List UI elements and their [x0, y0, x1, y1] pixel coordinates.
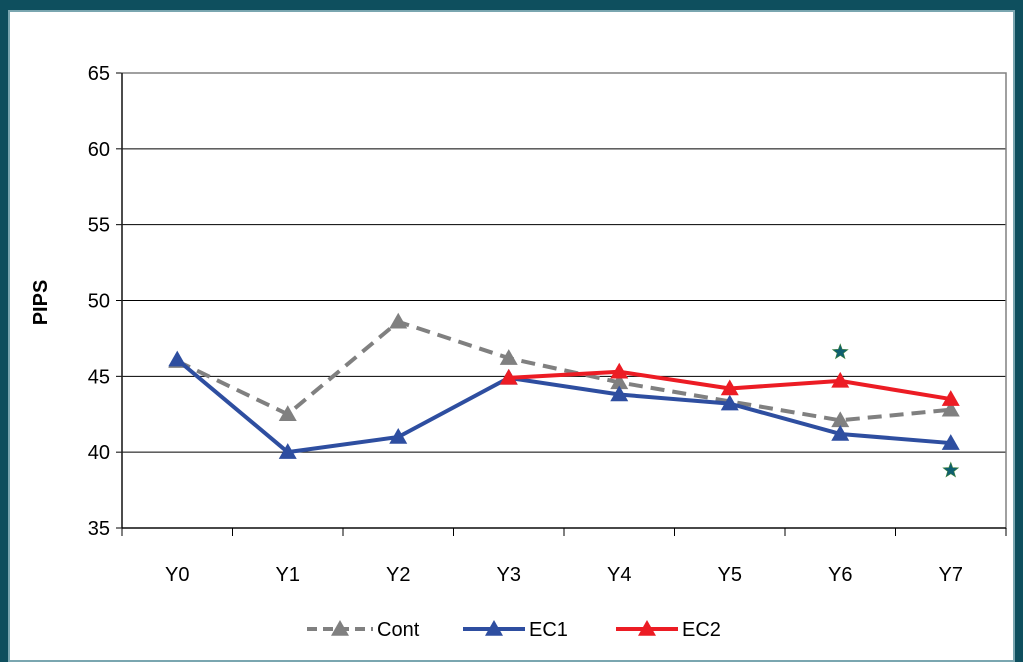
- x-tick-label: Y1: [276, 564, 300, 586]
- y-axis-title: PIPS: [30, 280, 52, 326]
- y-tick-label: 35: [88, 518, 110, 540]
- y-tick-label: 50: [88, 291, 110, 313]
- significance-star-icon: [942, 461, 960, 478]
- x-tick-label: Y3: [497, 564, 521, 586]
- y-tick-label: 60: [88, 139, 110, 161]
- series-line-ec1: [175, 358, 951, 455]
- y-tick-label: 45: [88, 366, 110, 388]
- data-point-ec2: [720, 379, 739, 396]
- data-point-cont: [278, 405, 297, 421]
- data-point-cont: [499, 349, 518, 365]
- x-tick-label: Y7: [939, 564, 963, 586]
- data-point-ec2: [831, 371, 850, 388]
- data-point-ec2: [610, 362, 629, 379]
- y-tick-label: 40: [88, 442, 110, 464]
- data-point-ec1: [720, 394, 739, 411]
- data-point-ec1: [389, 428, 408, 444]
- x-tick-label: Y6: [828, 564, 852, 586]
- legend-label-ec2: EC2: [682, 619, 721, 641]
- data-point-ec2: [941, 390, 960, 406]
- data-point-ec1: [278, 443, 297, 459]
- data-point-ec1: [831, 424, 850, 441]
- x-tick-label: Y5: [718, 564, 742, 586]
- data-point-ec1: [610, 385, 629, 402]
- data-point-cont: [831, 411, 850, 428]
- y-tick-label: 65: [88, 63, 110, 85]
- legend-marker-ec1: [485, 620, 503, 636]
- x-tick-label: Y4: [607, 564, 631, 586]
- data-point-cont: [389, 312, 408, 329]
- legend-label-cont: Cont: [377, 619, 420, 641]
- significance-star-icon: [831, 343, 849, 360]
- data-point-cont: [941, 400, 960, 417]
- legend-label-ec1: EC1: [529, 619, 568, 641]
- data-point-cont: [610, 373, 629, 390]
- x-tick-label: Y0: [165, 564, 189, 586]
- y-tick-label: 55: [88, 215, 110, 237]
- data-point-ec2: [499, 368, 518, 385]
- data-point-ec1: [941, 434, 960, 450]
- legend-marker-cont: [331, 620, 349, 636]
- series-line-cont: [176, 319, 951, 423]
- legend-marker-ec2: [638, 620, 656, 636]
- data-point-ec1: [168, 350, 187, 367]
- x-tick-label: Y2: [386, 564, 410, 586]
